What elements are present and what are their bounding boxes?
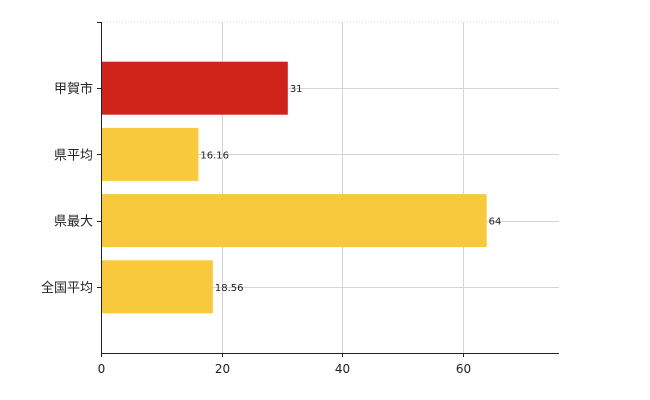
category-label: 県平均: [54, 148, 93, 163]
data-label: 18.56: [215, 283, 244, 294]
labels: 31 甲賀市 16.16 県平均 64 県最大 18.56 全国平均 0 20 40 60: [41, 22, 502, 376]
bar: [101, 260, 213, 314]
category-label: 全国平均: [41, 280, 93, 296]
x-tick-label: 0: [98, 362, 106, 376]
data-label: 64: [489, 217, 502, 228]
bar: [101, 194, 487, 248]
category-label: 県最大: [54, 215, 93, 230]
data-label: 31: [290, 84, 303, 95]
x-tick-label: 20: [215, 362, 230, 376]
bars: [101, 61, 487, 314]
x-tick-label: 40: [335, 362, 350, 376]
category-label: 甲賀市: [54, 81, 93, 97]
axes: [101, 22, 559, 354]
x-tick-label: 60: [456, 362, 471, 376]
bar: [101, 61, 288, 115]
data-label: 16.16: [200, 150, 229, 161]
bar: [101, 127, 199, 181]
